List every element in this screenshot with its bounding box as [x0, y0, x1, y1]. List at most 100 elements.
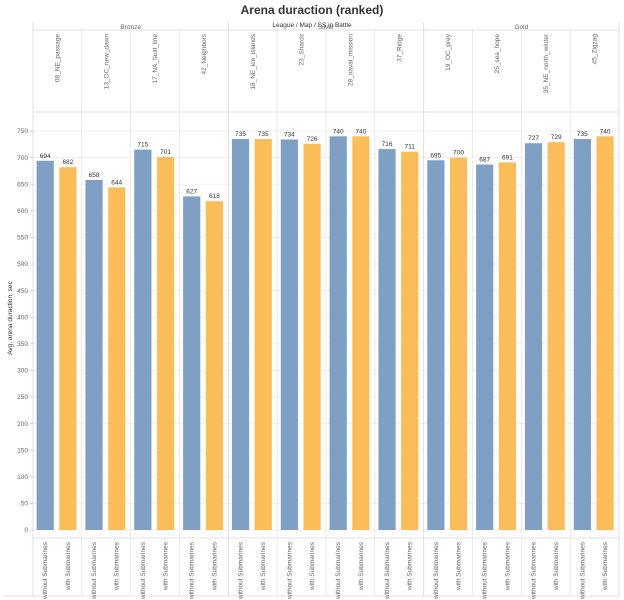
x-category-label: with Submarines: [309, 541, 316, 591]
map-label-42_neighbors: 42_Neighbors: [201, 33, 208, 74]
data-label: 691: [502, 154, 513, 161]
map-label-23_shards: 23_Shards: [299, 33, 306, 65]
map-label-25_sea_hope: 25_sea_hope: [494, 34, 501, 74]
data-label: 727: [528, 135, 539, 142]
data-label: 740: [333, 128, 344, 135]
data-label: 700: [453, 150, 464, 157]
y-tick-label: 0: [24, 527, 28, 534]
x-category-label: without Submarines: [238, 541, 245, 600]
y-tick-label: 400: [17, 314, 28, 321]
x-category-label: without Submarines: [482, 541, 489, 600]
bar-42_neighbors-with-submarines: [205, 201, 223, 530]
y-tick-label: 450: [17, 288, 28, 295]
bar-18_ne_ice_islands-with-submarines: [254, 138, 272, 531]
data-label: 735: [258, 131, 269, 138]
map-label-18_ne_ice_islands: 18_NE_ice_islands: [250, 33, 257, 89]
y-tick-label: 200: [17, 421, 28, 428]
bar-37_ridge-with-submarines: [401, 151, 419, 531]
bar-08_ne_passage-without-submarines: [36, 160, 54, 531]
bar-45_zigzag-without-submarines: [573, 138, 591, 531]
data-label: 694: [40, 153, 51, 160]
bar-25_sea_hope-without-submarines: [476, 164, 494, 531]
y-tick-label: 500: [17, 261, 28, 268]
data-label: 734: [284, 132, 295, 139]
data-label: 627: [186, 188, 197, 195]
x-category-label: without Submarines: [286, 541, 293, 600]
x-category-label: with Submarines: [407, 541, 414, 591]
chart-title: Arena duraction (ranked): [241, 3, 384, 17]
bar-45_zigzag-with-submarines: [596, 136, 614, 530]
subtitle-ss-in-battle: SS in Battle: [318, 22, 352, 29]
data-label: 658: [89, 172, 100, 179]
data-label: 695: [430, 152, 441, 159]
subtitle-map: Map: [300, 22, 313, 29]
y-axis: 0 50 100 150 200 250 300 350 400 450 500 550 600 650 7…: [17, 128, 33, 534]
x-category-label: without Submarines: [189, 541, 196, 600]
x-category-label: without Submarines: [42, 541, 49, 600]
y-tick-label: 350: [17, 341, 28, 348]
x-category-label: with Submarines: [602, 541, 609, 591]
bars-layer: [36, 136, 614, 531]
y-tick-label: 100: [17, 474, 28, 481]
bar-19_oc_prey-with-submarines: [449, 157, 468, 530]
bar-28_naval_mission-without-submarines: [329, 136, 347, 530]
data-label: 735: [577, 131, 588, 138]
data-labels-layer: 694 682 658 644 715 701 627 618 735 735 734 726 740 7…: [40, 128, 611, 200]
x-category-label: without Submarines: [384, 541, 391, 600]
bar-23_shards-without-submarines: [280, 139, 298, 530]
data-label: 682: [62, 159, 73, 166]
map-label-28_naval_mission: 28_naval_mission: [347, 34, 354, 86]
y-tick-label: 600: [17, 208, 28, 215]
x-category-label: without Submarines: [91, 541, 98, 600]
data-label: 729: [551, 134, 562, 141]
y-tick-label: 300: [17, 368, 28, 375]
x-category-label: without Submarines: [531, 541, 538, 600]
bar-13_oc_new_dawn-without-submarines: [85, 179, 103, 530]
bar-18_ne_ice_islands-without-submarines: [231, 138, 250, 531]
bar-19_oc_prey-without-submarines: [427, 160, 445, 530]
header-layer: Bronze Silver Gold 08_NE_passage 13_OC_new_d…: [2, 22, 620, 597]
league-label-silver: Silver: [318, 24, 335, 31]
map-label-35_ne_north_winter: 35_NE_north_winter: [543, 33, 550, 93]
y-tick-label: 750: [17, 128, 28, 135]
data-label: 644: [111, 179, 122, 186]
data-label: 618: [209, 193, 220, 200]
bar-37_ridge-without-submarines: [378, 149, 396, 530]
y-tick-label: 150: [17, 447, 28, 454]
bar-13_oc_new_dawn-with-submarines: [108, 187, 126, 530]
data-label: 687: [479, 157, 490, 164]
map-label-37_ridge: 37_Ridge: [396, 34, 403, 62]
data-label: 740: [600, 128, 611, 135]
bar-25_sea_hope-with-submarines: [498, 162, 516, 530]
x-category-label: with Submarines: [211, 541, 218, 591]
league-label-bronze: Bronze: [120, 24, 141, 31]
map-label-08_ne_passage: 08_NE_passage: [54, 34, 61, 82]
y-tick-label: 650: [17, 181, 28, 188]
y-tick-label: 700: [17, 155, 28, 162]
y-tick-label: 50: [21, 501, 29, 508]
bar-35_ne_north_winter-with-submarines: [547, 142, 565, 530]
data-label: 735: [235, 131, 246, 138]
subtitle-league: League: [272, 22, 294, 29]
bar-42_neighbors-without-submarines: [183, 196, 201, 530]
x-category-label: with Submarines: [114, 541, 121, 591]
bar-28_naval_mission-with-submarines: [352, 136, 370, 530]
x-category-label: with Submarines: [358, 541, 365, 591]
x-category-label: with Submarines: [260, 541, 267, 591]
map-label-17_na_fault_line: 17_NA_fault_line: [152, 34, 159, 84]
bar-17_na_fault_line-with-submarines: [156, 157, 175, 530]
chart-subtitle: League / Map / SS in Battle: [272, 22, 352, 29]
league-label-gold: Gold: [514, 24, 528, 31]
map-label-45_zigzag: 45_Zigzag: [592, 34, 599, 65]
y-tick-label: 550: [17, 235, 28, 242]
map-label-19_oc_prey: 19_OC_prey: [445, 33, 452, 71]
x-category-label: with Submarines: [504, 541, 511, 591]
data-label: 711: [405, 144, 416, 151]
map-label-13_oc_new_dawn: 13_OC_new_dawn: [103, 34, 110, 90]
data-label: 715: [137, 142, 148, 149]
x-category-label: without Submarines: [335, 541, 342, 600]
data-label: 701: [160, 149, 171, 156]
y-axis-label: Avg. arena duraction, sec: [7, 280, 14, 354]
x-category-label: without Submarines: [140, 541, 147, 600]
